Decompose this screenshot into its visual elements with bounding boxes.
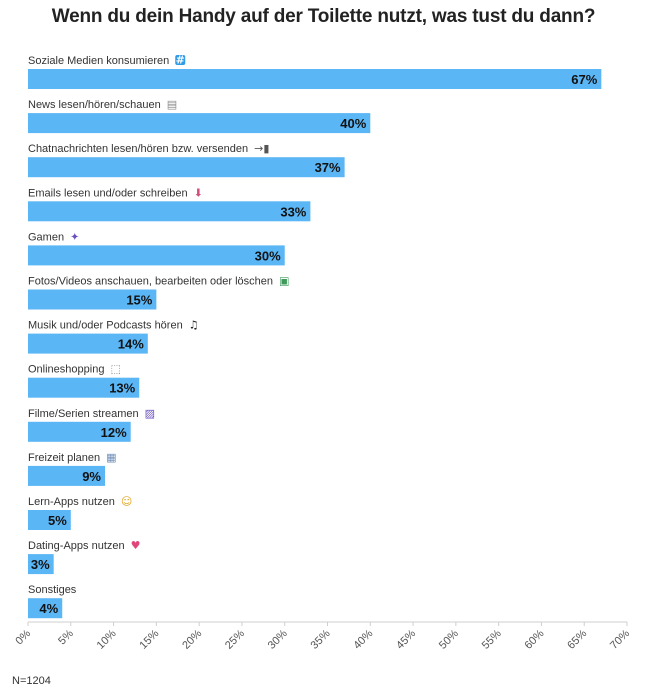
mobile-arrow-icon: →▮ bbox=[254, 142, 269, 155]
bar bbox=[28, 333, 148, 354]
category-label: Soziale Medien konsumieren bbox=[28, 55, 169, 67]
svg-text:♫: ♫ bbox=[189, 319, 199, 332]
bar bbox=[28, 245, 285, 266]
bar-group: Onlineshopping ⬚ 13% bbox=[28, 363, 140, 398]
value-label: 30% bbox=[255, 248, 281, 263]
category-label: Onlineshopping bbox=[28, 364, 104, 376]
x-tick-label: 25% bbox=[223, 627, 247, 651]
sample-size-note: N=1204 bbox=[12, 675, 51, 687]
svg-text:▣: ▣ bbox=[279, 275, 289, 288]
bar bbox=[28, 421, 131, 442]
svg-text:♥: ♥ bbox=[131, 539, 141, 552]
svg-text:→▮: →▮ bbox=[254, 142, 269, 155]
inbox-tray-icon: ⬇ bbox=[194, 186, 203, 199]
value-label: 14% bbox=[118, 337, 144, 352]
x-tick-label: 15% bbox=[137, 627, 161, 651]
x-tick-label: 45% bbox=[394, 627, 418, 651]
bar-group: Dating-Apps nutzen ♥ 3% bbox=[28, 539, 141, 575]
x-tick-label: 60% bbox=[522, 627, 546, 651]
value-label: 37% bbox=[315, 160, 341, 175]
x-tick-label: 65% bbox=[565, 627, 589, 651]
value-label: 15% bbox=[126, 293, 152, 308]
shopping-cart-icon: ⬚ bbox=[110, 363, 120, 376]
bar bbox=[28, 69, 602, 89]
value-label: 12% bbox=[101, 425, 127, 440]
category-label: Gamen bbox=[28, 231, 64, 243]
x-tick-label: 50% bbox=[437, 627, 461, 651]
picture-icon: ▣ bbox=[279, 275, 289, 288]
bar bbox=[28, 465, 106, 486]
x-tick-label: 40% bbox=[351, 627, 375, 651]
bar bbox=[28, 113, 371, 134]
bar bbox=[28, 201, 311, 222]
svg-text:⬚: ⬚ bbox=[110, 363, 120, 376]
x-tick-label: 35% bbox=[309, 627, 333, 651]
alien-monster-icon: ✦ bbox=[70, 230, 79, 243]
x-tick-label: 10% bbox=[95, 627, 119, 651]
category-label: Freizeit planen bbox=[28, 452, 100, 464]
bar bbox=[28, 289, 157, 310]
value-label: 40% bbox=[340, 116, 366, 131]
bar-group: Emails lesen und/oder schreiben ⬇ 33% bbox=[28, 186, 311, 222]
thinking-face-icon: ☺ bbox=[121, 495, 132, 508]
value-label: 33% bbox=[280, 204, 306, 219]
value-label: 5% bbox=[48, 513, 67, 528]
x-tick-label: 30% bbox=[266, 627, 290, 651]
bar-group: Soziale Medien konsumieren #67% bbox=[28, 54, 602, 89]
chart-title: Wenn du dein Handy auf der Toilette nutz… bbox=[51, 6, 596, 27]
bar-group: Filme/Serien streamen ▨ 12% bbox=[28, 407, 155, 442]
x-tick-label: 5% bbox=[56, 627, 76, 647]
svg-text:✦: ✦ bbox=[70, 230, 79, 243]
newspaper-icon: ▤ bbox=[167, 98, 177, 111]
bar-group: Musik und/oder Podcasts hören ♫ 14% bbox=[28, 319, 199, 354]
x-tick-label: 70% bbox=[608, 627, 632, 651]
category-label: Chatnachrichten lesen/hören bzw. versend… bbox=[28, 143, 248, 155]
category-label: Filme/Serien streamen bbox=[28, 408, 139, 420]
bar bbox=[28, 157, 345, 178]
x-tick-label: 20% bbox=[180, 627, 204, 651]
bar-group: Gamen ✦ 30% bbox=[28, 230, 285, 266]
svg-text:#: # bbox=[176, 54, 185, 67]
clapper-board-icon: ▨ bbox=[145, 407, 155, 420]
svg-text:⬇: ⬇ bbox=[194, 186, 203, 199]
svg-text:☺: ☺ bbox=[121, 495, 132, 508]
bar-group: Sonstiges 4% bbox=[28, 584, 77, 619]
svg-text:▦: ▦ bbox=[106, 451, 116, 464]
value-label: 9% bbox=[82, 469, 101, 484]
category-label: Dating-Apps nutzen bbox=[28, 540, 125, 552]
bar bbox=[28, 598, 63, 619]
bar-group: Chatnachrichten lesen/hören bzw. versend… bbox=[28, 142, 345, 178]
bar bbox=[28, 554, 54, 575]
value-label: 3% bbox=[31, 557, 50, 572]
category-label: Emails lesen und/oder schreiben bbox=[28, 187, 188, 199]
svg-text:▨: ▨ bbox=[145, 407, 155, 420]
category-label: Musik und/oder Podcasts hören bbox=[28, 320, 183, 332]
heart-arrow-icon: ♥ bbox=[131, 539, 141, 552]
bar-group: Freizeit planen ▦ 9% bbox=[28, 451, 117, 486]
x-tick-label: 0% bbox=[13, 627, 33, 647]
value-label: 4% bbox=[39, 601, 58, 616]
value-label: 13% bbox=[109, 381, 135, 396]
hashtag-icon: # bbox=[175, 54, 186, 67]
bar-group: Fotos/Videos anschauen, bearbeiten oder … bbox=[28, 275, 289, 310]
svg-text:▤: ▤ bbox=[167, 98, 177, 111]
category-label: Fotos/Videos anschauen, bearbeiten oder … bbox=[28, 276, 273, 288]
category-label: News lesen/hören/schauen bbox=[28, 99, 161, 111]
bar-group: Lern-Apps nutzen ☺ 5% bbox=[28, 495, 132, 530]
category-label: Sonstiges bbox=[28, 584, 77, 596]
value-label: 67% bbox=[571, 72, 597, 87]
x-tick-label: 55% bbox=[480, 627, 504, 651]
category-label: Lern-Apps nutzen bbox=[28, 496, 115, 508]
music-note-icon: ♫ bbox=[189, 319, 199, 332]
bar bbox=[28, 377, 140, 398]
calendar-icon: ▦ bbox=[106, 451, 116, 464]
bar bbox=[28, 510, 71, 530]
bar-group: News lesen/hören/schauen ▤ 40% bbox=[28, 98, 371, 134]
